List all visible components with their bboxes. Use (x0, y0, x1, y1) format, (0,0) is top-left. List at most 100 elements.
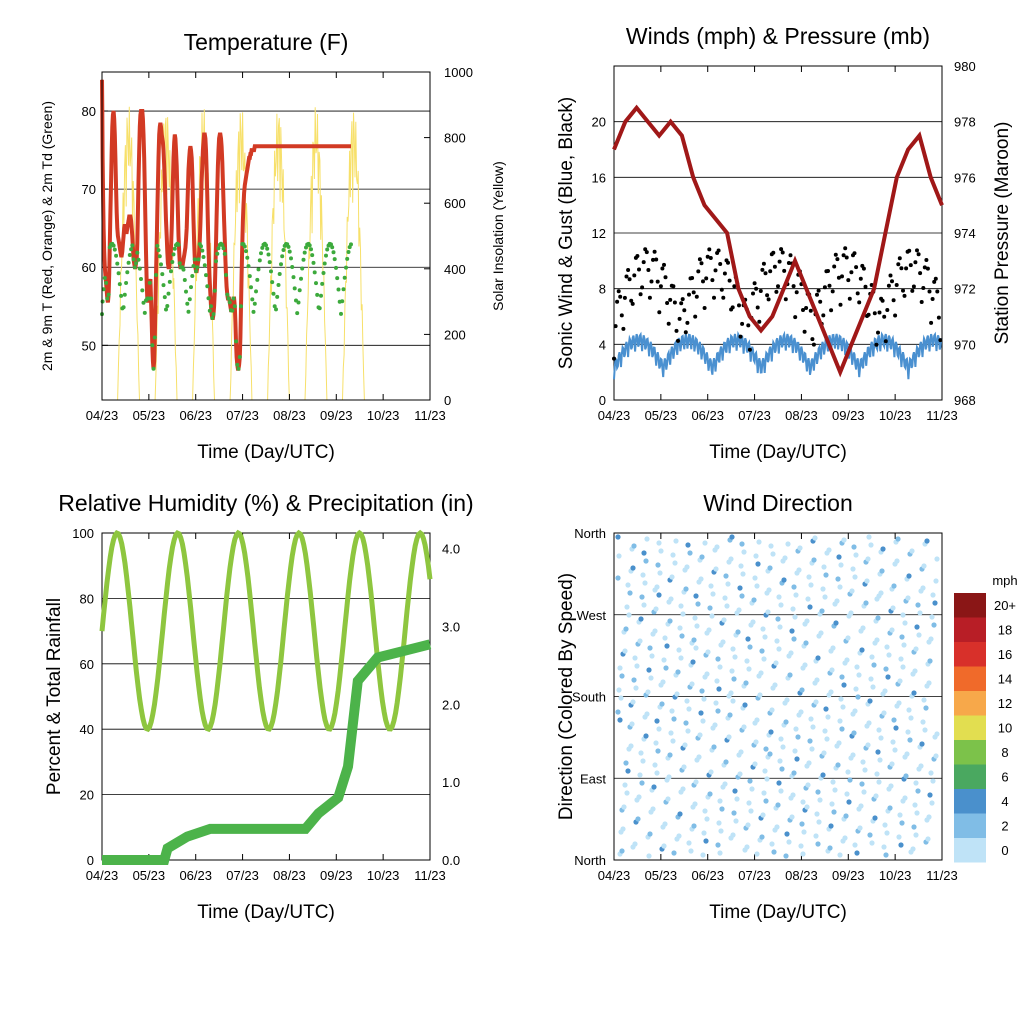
direction-point (669, 574, 675, 580)
direction-point (641, 602, 647, 608)
dewpoint-point (212, 288, 217, 293)
direction-point (877, 757, 883, 763)
direction-point (665, 796, 671, 802)
dewpoint-point (297, 288, 302, 293)
direction-point (692, 615, 698, 621)
direction-point (800, 799, 806, 805)
gust-point (701, 279, 705, 284)
gust-point (627, 277, 632, 282)
direction-point (700, 718, 706, 724)
direction-point (730, 646, 736, 652)
direction-point (799, 821, 805, 827)
y-axis-label-2: Sonic Wind & Gust (Blue, Black) (556, 97, 577, 369)
gust-point (768, 269, 773, 274)
dewpoint-point (310, 253, 315, 258)
direction-point (717, 664, 723, 670)
direction-point (650, 806, 656, 812)
gust-point (771, 250, 776, 255)
y2-tick-label: 600 (444, 196, 466, 211)
direction-point (819, 608, 825, 614)
colorbar-label: 12 (998, 696, 1012, 711)
direction-point (681, 764, 687, 770)
direction-point (875, 615, 881, 621)
direction-point (794, 756, 800, 762)
direction-point (655, 562, 661, 568)
gust-point (849, 270, 854, 275)
direction-point (633, 685, 639, 691)
direction-point (837, 718, 843, 724)
direction-point (909, 548, 915, 554)
direction-point (746, 800, 752, 806)
direction-point (688, 848, 694, 854)
gust-point (726, 260, 730, 265)
dewpoint-point (157, 254, 162, 259)
y-tick-label: 20 (80, 788, 94, 803)
direction-point (668, 730, 674, 736)
direction-point (732, 788, 738, 794)
direction-point (653, 740, 659, 746)
direction-point (931, 622, 937, 628)
x-tick-label: 04/23 (598, 408, 631, 423)
direction-point (694, 623, 700, 629)
x-tick-label: 07/23 (738, 868, 771, 883)
gust-point (811, 342, 816, 347)
direction-point (627, 590, 633, 596)
gust-point (641, 260, 646, 265)
dewpoint-point (125, 270, 130, 275)
direction-point (638, 750, 644, 756)
direction-point (845, 769, 851, 775)
direction-point (926, 814, 932, 820)
gust-point (835, 257, 840, 262)
direction-point (791, 636, 797, 642)
dewpoint-point (277, 272, 282, 276)
direction-point (776, 646, 782, 652)
dewpoint-point (295, 311, 300, 316)
gust-point (858, 276, 863, 281)
direction-point (638, 616, 644, 622)
direction-point (898, 656, 904, 662)
direction-point (788, 650, 794, 656)
direction-point (668, 596, 674, 602)
direction-point (743, 680, 749, 686)
colorbar-swatch (954, 715, 986, 740)
direction-point (841, 537, 847, 543)
direction-point (867, 698, 873, 704)
colorbar-label: 8 (1001, 745, 1008, 760)
dewpoint-point (142, 310, 147, 315)
dewpoint-point (237, 355, 242, 359)
direction-point (887, 805, 893, 811)
colorbar-title: mph (992, 573, 1017, 588)
dewpoint-point (134, 261, 138, 266)
gust-point (699, 261, 704, 266)
colorbar-label: 16 (998, 647, 1012, 662)
direction-point (669, 708, 675, 714)
direction-point (796, 567, 802, 573)
direction-point (733, 818, 739, 824)
direction-point (678, 655, 684, 661)
direction-point (691, 823, 697, 829)
direction-point (916, 632, 922, 638)
direction-point (913, 780, 919, 786)
direction-point (629, 721, 635, 727)
direction-point (635, 816, 641, 822)
dewpoint-point (136, 257, 141, 262)
dewpoint-point (209, 304, 213, 309)
direction-point (646, 667, 652, 673)
x-tick-label: 06/23 (179, 408, 212, 423)
direction-point (701, 696, 707, 702)
gust-point (894, 283, 899, 287)
direction-point (661, 843, 667, 849)
direction-point (854, 850, 860, 856)
gust-point (629, 298, 634, 303)
gust-point (844, 255, 849, 260)
direction-point (834, 598, 840, 604)
y-axis-label-4: Direction (Colored By Speed) (556, 573, 577, 820)
direction-point (619, 673, 625, 679)
direction-point (619, 848, 625, 854)
dewpoint-point (185, 301, 190, 306)
direction-point (726, 734, 732, 740)
direction-point (702, 540, 708, 546)
direction-point (856, 672, 862, 678)
gust-point (930, 297, 935, 301)
direction-point (809, 746, 815, 752)
